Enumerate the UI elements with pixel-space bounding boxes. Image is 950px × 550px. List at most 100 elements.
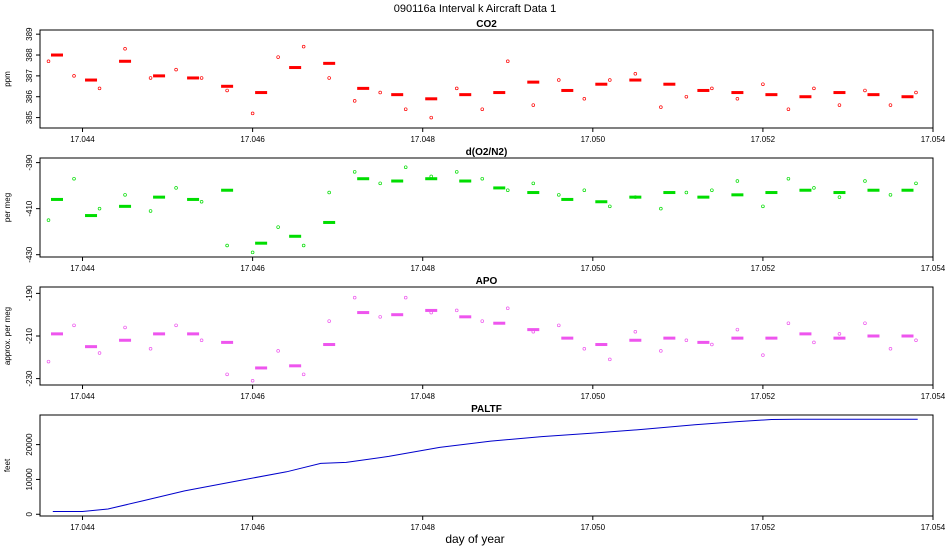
panel-1-data-point — [812, 86, 816, 91]
panel-3-y-tick-label: -230 — [25, 370, 34, 387]
panel-2-data-point — [174, 186, 178, 190]
panel-1-x-tick-label: 17.052 — [751, 135, 776, 144]
panel-2-y-axis-label: per meg — [3, 193, 12, 222]
panel-2-data-point — [225, 243, 229, 248]
panel-1-data-point — [429, 115, 433, 120]
panel-3-data-point — [327, 319, 331, 323]
panel-3-data-point — [633, 329, 638, 334]
panel-3-data-point — [582, 347, 587, 351]
panel-2-data-point — [250, 250, 255, 255]
panel-2-data-point — [378, 181, 382, 186]
panel-3-data-point — [46, 359, 51, 364]
panel-2-data-point — [506, 188, 510, 192]
panel-1-x-tick-label: 17.054 — [921, 135, 946, 144]
panel-1-y-tick-label: 387 — [25, 69, 34, 83]
panel-3-y-tick-label: -190 — [25, 285, 34, 302]
panel-4-y-axis-label: feet — [3, 458, 12, 472]
panel-3-data-point — [97, 351, 102, 355]
panel-3-data-point — [301, 372, 306, 377]
panel-1-data-point — [659, 105, 663, 109]
panel-4-y-tick-label: 0 — [25, 511, 34, 516]
panel-2-x-tick-label: 17.046 — [240, 264, 265, 273]
panel-1-data-point — [837, 103, 842, 107]
panel-3-y-axis-label: approx. per meg — [3, 307, 12, 365]
panel-1-data-point — [454, 86, 459, 91]
panel-3-data-point — [225, 372, 229, 377]
panel-2-data-point — [888, 193, 893, 197]
panel-3-data-point — [250, 378, 255, 383]
panel-1-x-tick-label: 17.046 — [240, 135, 265, 144]
panel-1-data-point — [199, 76, 204, 80]
panel-3-data-point — [403, 295, 408, 300]
panel-1-x-tick-label: 17.050 — [581, 135, 606, 144]
panel-2-data-point — [710, 188, 714, 192]
panel-2-data-point — [633, 195, 638, 199]
panel-2-data-point — [557, 193, 561, 197]
panel-3-data-point — [888, 347, 893, 351]
panel-3-x-tick-label: 17.046 — [240, 392, 265, 401]
panel-2-data-point — [786, 176, 791, 181]
panel-4-x-tick-label: 17.052 — [751, 523, 776, 532]
panel-3-data-point — [735, 327, 740, 332]
panel-1-y-axis-label: ppm — [3, 71, 12, 87]
panel-2-data-point — [837, 195, 842, 199]
panel-3-x-tick-label: 17.052 — [751, 392, 776, 401]
panel-2-y-tick-label: -430 — [25, 246, 34, 263]
panel-2-y-tick-label: -410 — [25, 200, 34, 217]
panel-1-x-tick-label: 17.048 — [410, 135, 435, 144]
panel-4-x-tick-label: 17.044 — [70, 523, 95, 532]
panel-2-x-tick-label: 17.044 — [70, 264, 95, 273]
panel-3-data-point — [608, 357, 612, 362]
panel-4-series-line — [52, 418, 918, 512]
panel-2-data-point — [531, 181, 536, 186]
panel-4-x-tick-label: 17.048 — [410, 523, 435, 532]
panel-1-data-point — [761, 82, 765, 86]
panel-1-data-point — [250, 111, 255, 116]
panel-3-x-tick-label: 17.044 — [70, 392, 95, 401]
panel-2-data-point — [480, 176, 484, 181]
panel-1-data-point — [225, 88, 229, 93]
panel-3-data-point — [863, 321, 867, 325]
panel-3: APO approx. per meg 17.044 17.046 17.048 17.0… — [3, 276, 946, 401]
panel-3-data-point — [352, 295, 357, 300]
panel-4-x-tick-label: 17.046 — [240, 523, 265, 532]
panel-3-x-tick-label: 17.048 — [410, 392, 435, 401]
panel-1-data-point — [352, 99, 357, 103]
panel-3-data-point — [378, 315, 382, 319]
panel-3-data-point — [557, 323, 561, 328]
panel-1-y-tick-label: 388 — [25, 48, 34, 62]
panel-4: PALTF feet 17.044 17.046 17.048 17.050 17.052 1… — [3, 404, 946, 532]
panel-2-data-point — [863, 179, 867, 183]
panel-2-data-point — [403, 165, 408, 169]
panel-3-x-tick-label: 17.054 — [921, 392, 946, 401]
panel-3-data-point — [684, 338, 689, 343]
panel-1-y-tick-label: 386 — [25, 90, 34, 104]
panel-3-data-point — [123, 325, 127, 330]
panel-3-data-point — [276, 349, 280, 353]
panel-1-data-point — [608, 78, 612, 82]
panel-1-title: CO2 — [476, 19, 497, 30]
panel-3-data-point — [506, 306, 510, 311]
panel-1-data-point — [888, 103, 893, 107]
panel-1-data-point — [378, 90, 382, 95]
panel-1-data-point — [301, 44, 306, 49]
panel-2-data-point — [123, 193, 127, 197]
panel-3-frame — [39, 286, 934, 386]
panel-4-title: PALTF — [471, 404, 502, 415]
panel-2-data-point — [301, 243, 306, 248]
panel-3-x-tick-label: 17.050 — [581, 392, 606, 401]
panel-2-data-point — [761, 204, 765, 209]
panel-2-data-point — [659, 206, 663, 211]
figure-title: 090116a Interval k Aircraft Data 1 — [394, 3, 556, 15]
panel-2-data-point — [148, 209, 153, 213]
panel-1-data-point — [531, 103, 536, 107]
panel-1-data-point — [174, 67, 178, 72]
panel-1-data-point — [684, 94, 689, 99]
panel-2-data-point — [735, 179, 740, 183]
panel-2-y-tick-label: -390 — [25, 154, 34, 171]
panel-2-x-tick-label: 17.054 — [921, 264, 946, 273]
panel-3-data-point — [837, 332, 842, 336]
panel-2-data-point — [199, 199, 204, 204]
panel-1-y-tick-label: 389 — [25, 27, 34, 41]
